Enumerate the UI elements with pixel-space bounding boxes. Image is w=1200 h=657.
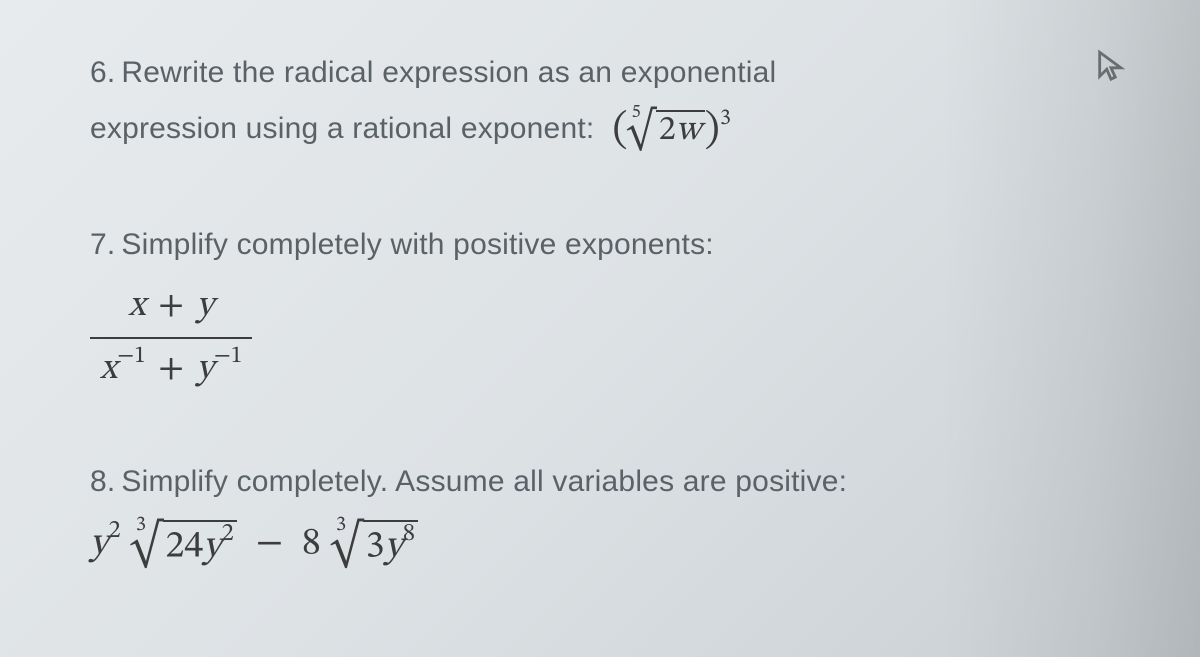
problem-7-text: 7.Simplify completely with positive expo… xyxy=(90,222,1110,269)
problem-7: 7.Simplify completely with positive expo… xyxy=(90,222,1110,399)
problem-6-line2: expression using a rational exponent: xyxy=(90,106,594,153)
problem-8-prompt: Simplify completely. Assume all variable… xyxy=(121,465,847,498)
outer-exponent: 3 xyxy=(720,108,731,130)
problem-6-expression: ( 5 √ 2w )3 xyxy=(612,97,731,163)
problem-6: 6.Rewrite the radical expression as an e… xyxy=(90,50,1110,162)
pointer-cursor-icon xyxy=(1094,48,1128,82)
problem-8-expression: y2 3 √ 24y2 − 8 3 √ 3y8 xyxy=(90,512,1110,577)
problem-7-expression: x + y x−1 + y−1 xyxy=(90,277,1110,400)
problem-6-line2-row: expression using a rational exponent: ( … xyxy=(90,97,1110,163)
problem-7-number: 7. xyxy=(90,228,115,261)
problem-6-line1: Rewrite the radical expression as an exp… xyxy=(121,56,776,89)
problem-8-text: 8.Simplify completely. Assume all variab… xyxy=(90,459,1110,506)
problem-8: 8.Simplify completely. Assume all variab… xyxy=(90,459,1110,576)
problem-8-number: 8. xyxy=(90,465,115,498)
problem-7-prompt: Simplify completely with positive expone… xyxy=(121,228,713,261)
problem-6-text: 6.Rewrite the radical expression as an e… xyxy=(90,50,1110,97)
problem-6-number: 6. xyxy=(90,56,115,89)
